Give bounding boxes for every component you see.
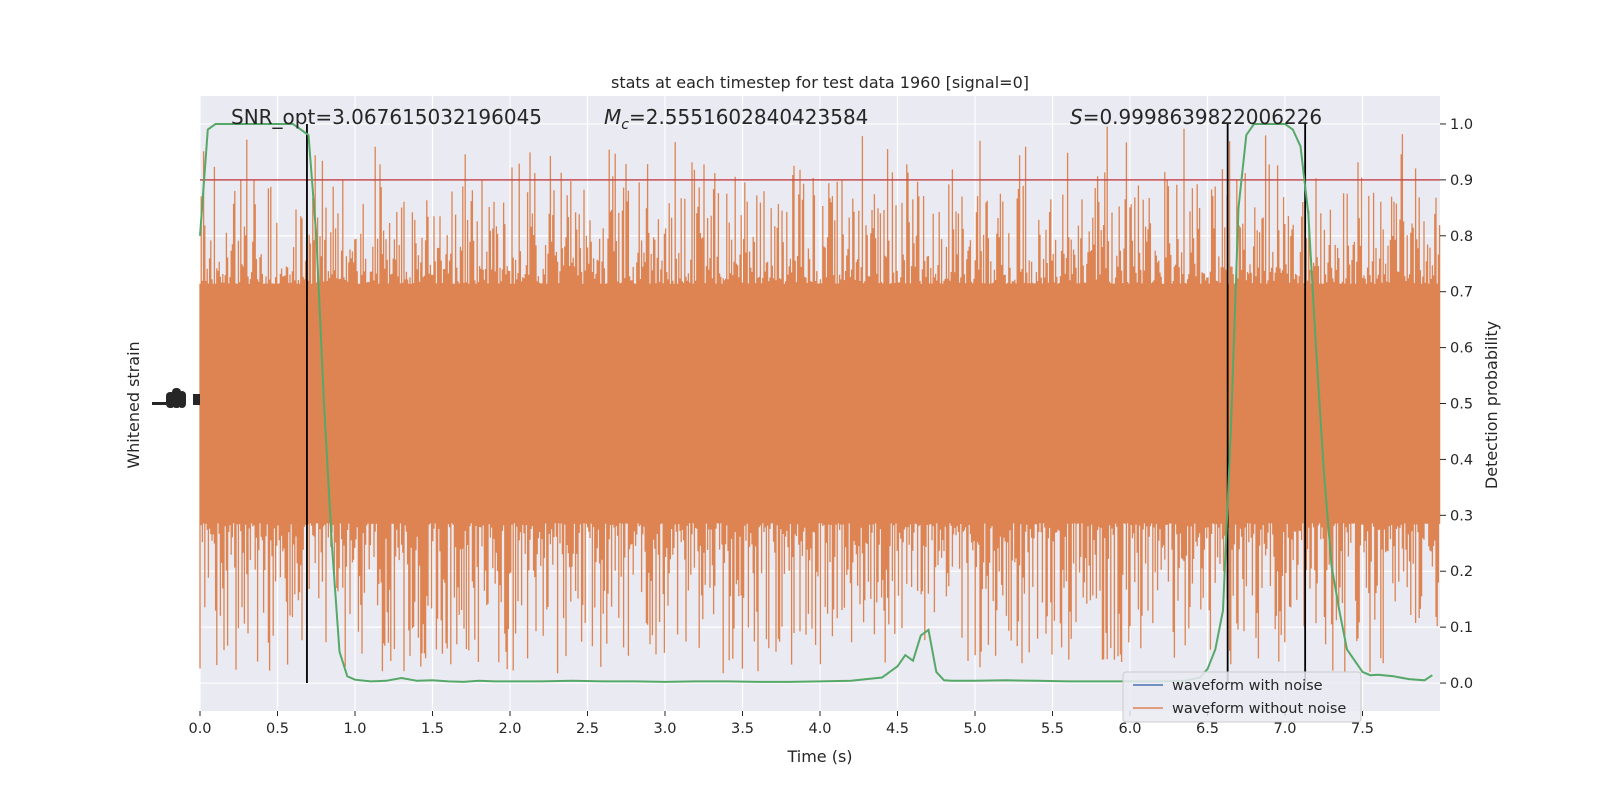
y-tick-label-7: 0.7: [1450, 285, 1473, 301]
legend-box: [1122, 671, 1362, 723]
x-tick-label-11: 5.5: [1041, 721, 1064, 737]
x-tick-label-13: 6.5: [1196, 721, 1219, 737]
y-axis-right-label: Detection probability: [1482, 321, 1501, 489]
y-axis-left-label: Whitened strain: [124, 341, 143, 468]
y-tick-label-10: 1.0: [1450, 117, 1473, 133]
x-tick-label-6: 3.0: [653, 721, 676, 737]
y-tick-label-3: 0.3: [1450, 508, 1473, 524]
legend-label-with-noise: waveform with noise: [1172, 678, 1323, 694]
chart-title: stats at each timestep for test data 196…: [611, 73, 1029, 92]
x-tick-label-0: 0.0: [188, 721, 211, 737]
left-axis-tick-clutter: [152, 388, 200, 408]
x-tick-label-2: 1.0: [343, 721, 366, 737]
y-tick-label-5: 0.5: [1450, 397, 1473, 413]
mc-annotation: Mc=2.5551602840423584: [604, 105, 868, 133]
y-tick-label-1: 0.1: [1450, 620, 1473, 636]
x-axis-label: Time (s): [786, 747, 852, 766]
y-tick-label-9: 0.9: [1450, 173, 1473, 189]
x-tick-label-8: 4.0: [808, 721, 831, 737]
y-tick-label-2: 0.2: [1450, 564, 1473, 580]
x-tick-label-4: 2.0: [498, 721, 521, 737]
x-tick-label-14: 7.0: [1273, 721, 1296, 737]
noise-spikes: [199, 126, 1441, 674]
legend-label-without-noise: waveform without noise: [1172, 701, 1346, 717]
x-tick-label-7: 3.5: [731, 721, 754, 737]
s-annotation: S=0.9998639822006226: [1070, 105, 1322, 129]
x-tick-label-9: 4.5: [886, 721, 909, 737]
y-tick-label-4: 0.4: [1450, 452, 1473, 468]
x-tick-label-1: 0.5: [266, 721, 289, 737]
vertical-lines-group: [306, 123, 1307, 684]
x-tick-label-12: 6.0: [1118, 721, 1141, 737]
snr-annotation: SNR_opt=3.067615032196045: [231, 105, 542, 129]
legend: waveform with noise waveform without noi…: [1122, 671, 1362, 723]
x-tick-label-5: 2.5: [576, 721, 599, 737]
x-axis-ticks: 0.0 0.5 1.0 1.5 2.0 2.5 3.0 3.5 4.0 4.5 5.0 5.5 6.0 6…: [188, 711, 1374, 737]
waveform-without-noise-series: [199, 126, 1441, 674]
detection-probability-line: [199, 123, 1433, 683]
x-tick-label-3: 1.5: [421, 721, 444, 737]
y-tick-label-0: 0.0: [1450, 676, 1473, 692]
detection-probability-group: [199, 123, 1433, 683]
y-axis-right-ticks: 0.0 0.1 0.2 0.3 0.4 0.5 0.6 0.7 0.8 0.9 1.0: [1440, 117, 1473, 692]
x-tick-label-15: 7.5: [1351, 721, 1374, 737]
x-tick-label-10: 5.0: [963, 721, 986, 737]
y-tick-label-6: 0.6: [1450, 341, 1473, 357]
y-tick-label-8: 0.8: [1450, 229, 1473, 245]
